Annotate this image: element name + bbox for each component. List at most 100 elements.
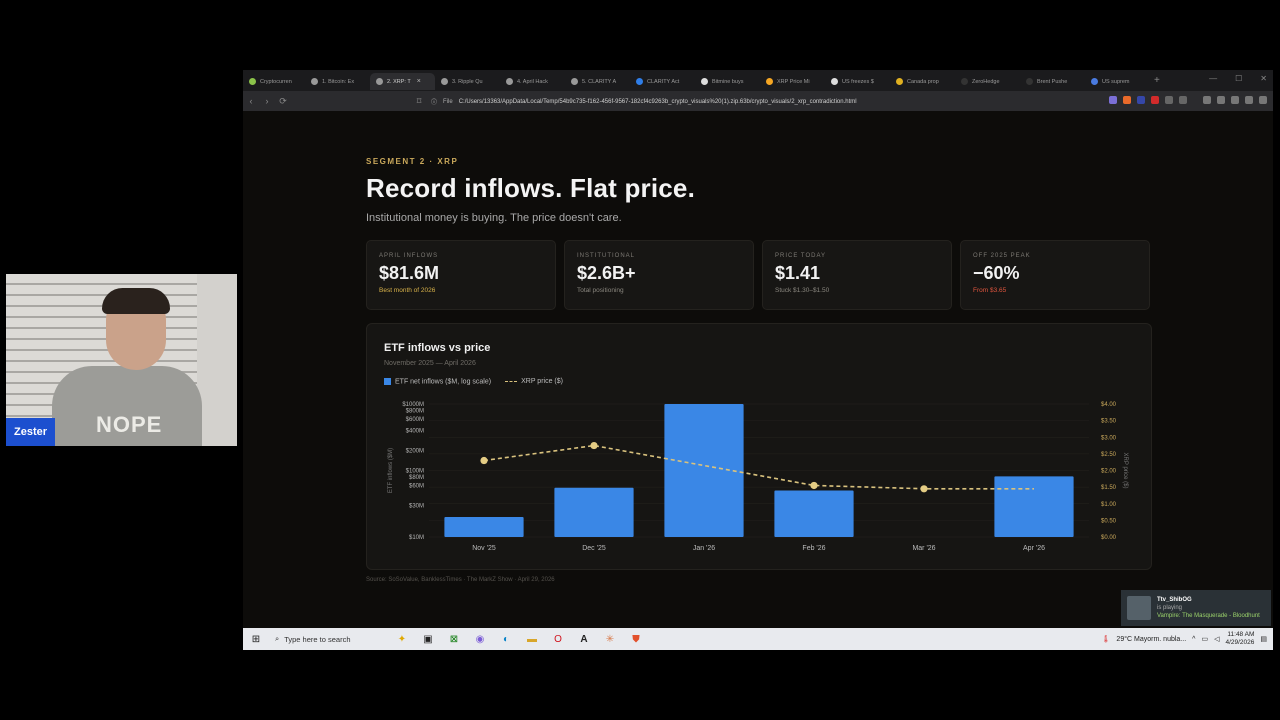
browser-tab[interactable]: ZeroHedge (955, 73, 1020, 90)
tab-bar: Cryptocurren 1. Bitcoin: Ex 2. XRP: T × 3. R… (243, 70, 1273, 91)
volume-icon[interactable]: ◁ (1214, 636, 1220, 643)
taskbar-search[interactable]: ⌕ Type here to search (269, 630, 389, 648)
close-tab-icon[interactable]: × (416, 78, 421, 85)
network-icon[interactable]: ▭ (1201, 636, 1209, 643)
tab-favicon-icon (311, 78, 318, 85)
left-tick-label: $80M (409, 475, 424, 481)
segment-eyebrow: SEGMENT 2 · XRP (366, 157, 459, 166)
new-tab-button[interactable]: + (1154, 75, 1160, 86)
left-tick-label: $800M (406, 408, 424, 414)
system-tray: 🌡 29°C Mayorm. nubla... ^ ▭ ◁ 11:48 AM 4… (1102, 631, 1267, 647)
browser-tab[interactable]: Canada prop (890, 73, 955, 90)
left-tick-label: $10M (409, 535, 424, 541)
browser-tab[interactable]: Cryptocurren (243, 73, 305, 90)
puzzle-icon[interactable] (1165, 96, 1173, 104)
opera-icon[interactable]: O (554, 633, 562, 645)
weather-icon: 🌡 (1101, 636, 1111, 643)
xbox-icon[interactable]: ⊠ (449, 633, 459, 645)
menu-icon[interactable] (1259, 96, 1267, 104)
browser-tab[interactable]: Brent Pushe (1020, 73, 1085, 90)
right-tick-label: $3.00 (1101, 435, 1117, 441)
tab-label: CLARITY Act (647, 78, 680, 85)
tab-label: 1. Bitcoin: Ex (322, 78, 355, 85)
color-app-icon[interactable]: ◉ (475, 633, 485, 645)
tab-favicon-icon (636, 78, 643, 85)
minimize-icon[interactable]: — (1209, 74, 1218, 83)
wallet-icon[interactable] (1231, 96, 1239, 104)
stat-sub: Best month of 2026 (379, 287, 436, 294)
windows-start-icon[interactable]: ⊞ (251, 633, 261, 645)
browser-tab[interactable]: US freezes $ (825, 73, 890, 90)
tab-favicon-icon (1026, 78, 1033, 85)
notifications-icon[interactable]: ▤ (1260, 636, 1267, 643)
notification-status: is playing (1157, 605, 1183, 611)
inflow-bar (774, 490, 854, 537)
etf-vs-price-chart: $0.00 $0.50 $1.00 $1.50 $2.00 $2.50 $3.00 $3.50… (388, 402, 1128, 552)
brave-shield-icon[interactable] (1123, 96, 1131, 104)
shared-screen: Cryptocurren 1. Bitcoin: Ex 2. XRP: T × 3. R… (243, 70, 1273, 650)
ai-app-icon[interactable]: A (580, 633, 588, 645)
extension-icon[interactable] (1109, 96, 1117, 104)
page-subtitle: Institutional money is buying. The price… (366, 212, 622, 224)
window-controls: — ☐ ✕ (1209, 74, 1267, 83)
price-point (590, 441, 598, 450)
stat-label: PRICE TODAY (775, 253, 827, 259)
media-icon[interactable] (1179, 96, 1187, 104)
browser-tab[interactable]: US suprem (1085, 73, 1150, 90)
forward-icon[interactable]: › (265, 96, 269, 106)
tab-favicon-icon (831, 78, 838, 85)
tab-label: ZeroHedge (972, 78, 1000, 85)
browser-tab[interactable]: Bitmine buys (695, 73, 760, 90)
tab-label: US suprem (1102, 78, 1130, 85)
vpn-icon[interactable] (1245, 96, 1253, 104)
inflow-bar (664, 404, 744, 537)
stat-value: $2.6B+ (577, 263, 636, 283)
extension-icon[interactable] (1137, 96, 1145, 104)
x-tick-label: Mar '26 (912, 545, 935, 552)
left-axis-title: ETF inflows ($M) (388, 448, 394, 493)
url-field[interactable]: ⓘ File C:/Users/13363/AppData/Local/Temp… (431, 95, 1011, 108)
browser-tab[interactable]: 5. CLARITY A (565, 73, 630, 90)
reload-icon[interactable]: ⟳ (279, 95, 287, 106)
bookmark-icon[interactable]: ⌑ (416, 95, 422, 106)
search-icon: ⌕ (275, 634, 280, 643)
extension-icon[interactable] (1151, 96, 1159, 104)
game-notification[interactable]: Ttv_ShibOG is playing Vampire: The Masqu… (1121, 590, 1271, 626)
browser-tab[interactable]: CLARITY Act (630, 73, 695, 90)
weather-text[interactable]: 29°C Mayorm. nubla... (1116, 635, 1187, 643)
url-scheme: File (443, 98, 453, 105)
user-avatar (1127, 596, 1151, 620)
file-explorer-icon[interactable]: ▬ (527, 633, 537, 645)
close-window-icon[interactable]: ✕ (1260, 74, 1267, 83)
maximize-icon[interactable]: ☐ (1235, 74, 1243, 83)
claude-icon[interactable]: ✳ (605, 633, 615, 645)
browser-tab[interactable]: 4. April Hack (500, 73, 565, 90)
browser-tab[interactable]: 3. Ripple Qu (435, 73, 500, 90)
tray-chevron-icon[interactable]: ^ (1192, 635, 1196, 643)
stat-sub: Stuck $1.30–$1.50 (775, 287, 830, 294)
stat-card-price-today: PRICE TODAY $1.41 Stuck $1.30–$1.50 (762, 240, 952, 310)
tab-favicon-icon (1091, 78, 1098, 85)
tabs-icon[interactable] (1217, 96, 1225, 104)
url-text: C:/Users/13363/AppData/Local/Temp/54b9c7… (458, 98, 857, 105)
task-view-icon[interactable]: ▣ (423, 633, 433, 645)
stat-value: $81.6M (379, 263, 440, 283)
tab-label: XRP Price Mi (777, 78, 810, 85)
stat-sub: From $3.65 (973, 287, 1007, 294)
browser-tab[interactable]: 1. Bitcoin: Ex (305, 73, 370, 90)
sidebar-icon[interactable] (1203, 96, 1211, 104)
clock[interactable]: 11:48 AM 4/29/2026 (1225, 631, 1255, 646)
page-content: SEGMENT 2 · XRP Record inflows. Flat pri… (243, 111, 1273, 628)
chart-subtitle: November 2025 — April 2026 (384, 360, 476, 367)
back-icon[interactable]: ‹ (249, 96, 253, 106)
browser-tab[interactable]: 2. XRP: T × (370, 73, 435, 90)
webcam-name-label: Zester (6, 418, 56, 446)
browser-tab[interactable]: XRP Price Mi (760, 73, 825, 90)
edge-icon[interactable]: ◐ (502, 633, 510, 645)
x-tick-label: Jan '26 (693, 545, 715, 552)
price-point (920, 485, 928, 493)
stat-label: INSTITUTIONAL (577, 253, 636, 259)
tab-label: Brent Pushe (1037, 78, 1068, 85)
copilot-sparkle-icon[interactable]: ✦ (397, 633, 407, 645)
brave-icon[interactable]: ⛊ (632, 633, 640, 645)
